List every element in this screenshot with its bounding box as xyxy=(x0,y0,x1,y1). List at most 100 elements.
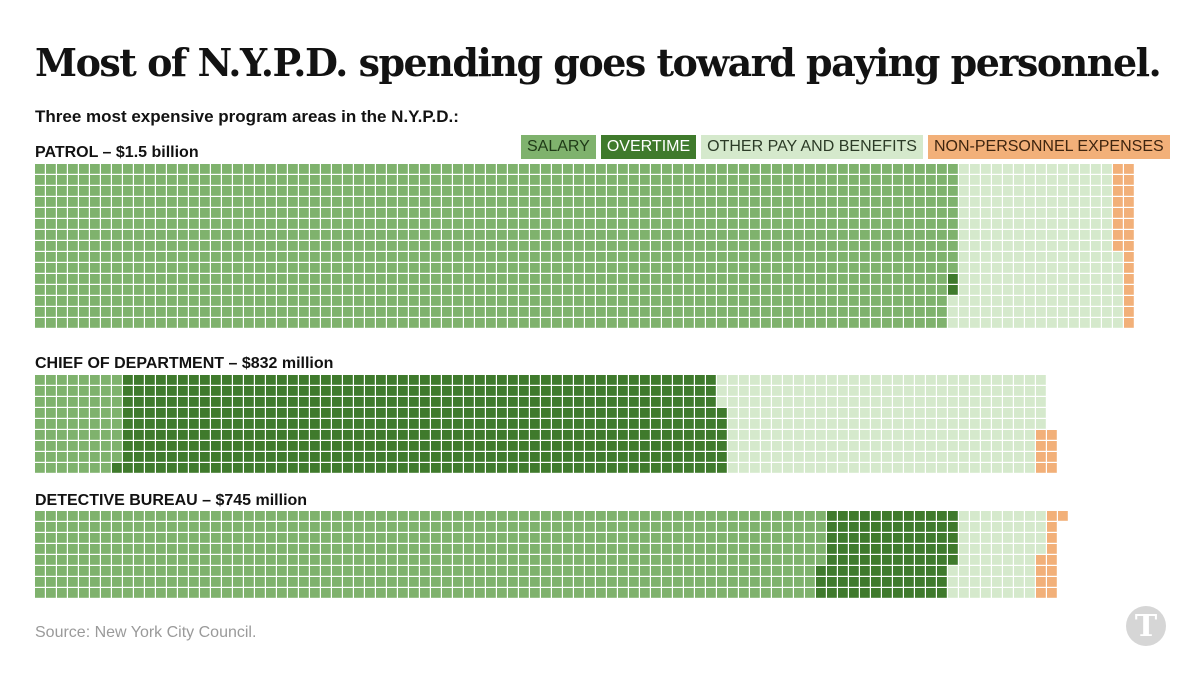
waffle-square-overtime xyxy=(332,463,342,473)
waffle-square-overtime xyxy=(134,452,144,462)
waffle-square-overtime xyxy=(464,430,474,440)
waffle-square-overtime xyxy=(497,463,507,473)
waffle-square-nonpersonnel xyxy=(1047,463,1057,473)
waffle-square-other xyxy=(1047,318,1057,328)
waffle-square-salary xyxy=(717,296,727,306)
waffle-square-overtime xyxy=(178,386,188,396)
waffle-square-salary xyxy=(882,296,892,306)
waffle-square-overtime xyxy=(651,386,661,396)
waffle-square-salary xyxy=(926,219,936,229)
waffle-square-salary xyxy=(827,186,837,196)
waffle-square-overtime xyxy=(706,397,716,407)
waffle-square-other xyxy=(1014,533,1024,543)
waffle-square-salary xyxy=(717,230,727,240)
waffle-square-salary xyxy=(596,511,606,521)
waffle-square-overtime xyxy=(431,452,441,462)
waffle-square-salary xyxy=(79,307,89,317)
waffle-square-overtime xyxy=(211,419,221,429)
waffle-square-salary xyxy=(464,263,474,273)
waffle-square-salary xyxy=(244,285,254,295)
waffle-square-overtime xyxy=(398,375,408,385)
waffle-square-salary xyxy=(651,263,661,273)
waffle-square-other xyxy=(849,430,859,440)
waffle-square-overtime xyxy=(145,375,155,385)
waffle-square-salary xyxy=(453,208,463,218)
waffle-square-overtime xyxy=(343,441,353,451)
waffle-square-salary xyxy=(596,296,606,306)
waffle-square-overtime xyxy=(552,463,562,473)
waffle-square-salary xyxy=(805,577,815,587)
waffle-square-salary xyxy=(871,252,881,262)
waffle-square-overtime xyxy=(431,441,441,451)
waffle-square-salary xyxy=(475,274,485,284)
waffle-square-salary xyxy=(816,555,826,565)
waffle-square-salary xyxy=(618,577,628,587)
waffle-square-salary xyxy=(233,555,243,565)
waffle-square-overtime xyxy=(552,430,562,440)
waffle-square-salary xyxy=(739,164,749,174)
waffle-square-salary xyxy=(46,511,56,521)
waffle-square-salary xyxy=(530,522,540,532)
waffle-square-other xyxy=(937,386,947,396)
waffle-square-salary xyxy=(365,555,375,565)
waffle-square-overtime xyxy=(948,544,958,554)
waffle-square-salary xyxy=(387,318,397,328)
waffle-square-overtime xyxy=(871,522,881,532)
waffle-square-salary xyxy=(772,197,782,207)
waffle-square-overtime xyxy=(222,441,232,451)
waffle-square-overtime xyxy=(618,397,628,407)
waffle-square-overtime xyxy=(662,375,672,385)
waffle-square-salary xyxy=(750,175,760,185)
waffle-square-salary xyxy=(728,197,738,207)
waffle-square-overtime xyxy=(255,463,265,473)
waffle-square-overtime xyxy=(618,463,628,473)
waffle-square-overtime xyxy=(376,408,386,418)
waffle-square-overtime xyxy=(563,430,573,440)
waffle-square-salary xyxy=(860,285,870,295)
waffle-square-salary xyxy=(794,252,804,262)
waffle-square-salary xyxy=(794,186,804,196)
waffle-square-salary xyxy=(607,588,617,598)
waffle-square-salary xyxy=(717,511,727,521)
waffle-square-other xyxy=(816,375,826,385)
waffle-square-other xyxy=(992,252,1002,262)
waffle-square-salary xyxy=(794,197,804,207)
waffle-square-overtime xyxy=(332,452,342,462)
waffle-square-overtime xyxy=(387,430,397,440)
waffle-square-salary xyxy=(233,533,243,543)
waffle-square-salary xyxy=(607,230,617,240)
waffle-square-salary xyxy=(57,386,67,396)
waffle-square-salary xyxy=(310,566,320,576)
waffle-square-salary xyxy=(288,577,298,587)
waffle-square-salary xyxy=(772,522,782,532)
waffle-square-salary xyxy=(827,197,837,207)
waffle-square-salary xyxy=(90,577,100,587)
waffle-square-other xyxy=(1003,566,1013,576)
waffle-square-overtime xyxy=(189,452,199,462)
waffle-square-salary xyxy=(123,252,133,262)
waffle-square-salary xyxy=(123,208,133,218)
waffle-square-salary xyxy=(673,566,683,576)
waffle-square-overtime xyxy=(277,463,287,473)
waffle-square-salary xyxy=(145,208,155,218)
waffle-square-salary xyxy=(684,175,694,185)
waffle-square-salary xyxy=(288,241,298,251)
waffle-square-salary xyxy=(310,511,320,521)
waffle-square-salary xyxy=(464,577,474,587)
waffle-square-salary xyxy=(156,577,166,587)
waffle-square-salary xyxy=(277,511,287,521)
waffle-square-overtime xyxy=(409,386,419,396)
waffle-square-salary xyxy=(90,186,100,196)
waffle-square-other xyxy=(1036,397,1046,407)
waffle-square-salary xyxy=(827,307,837,317)
waffle-square-salary xyxy=(68,164,78,174)
waffle-square-salary xyxy=(101,230,111,240)
waffle-square-salary xyxy=(596,219,606,229)
waffle-square-salary xyxy=(244,511,254,521)
waffle-square-salary xyxy=(442,285,452,295)
waffle-square-overtime xyxy=(948,511,958,521)
waffle-square-salary xyxy=(90,197,100,207)
waffle-square-salary xyxy=(893,296,903,306)
waffle-square-other xyxy=(1080,296,1090,306)
waffle-square-salary xyxy=(915,241,925,251)
